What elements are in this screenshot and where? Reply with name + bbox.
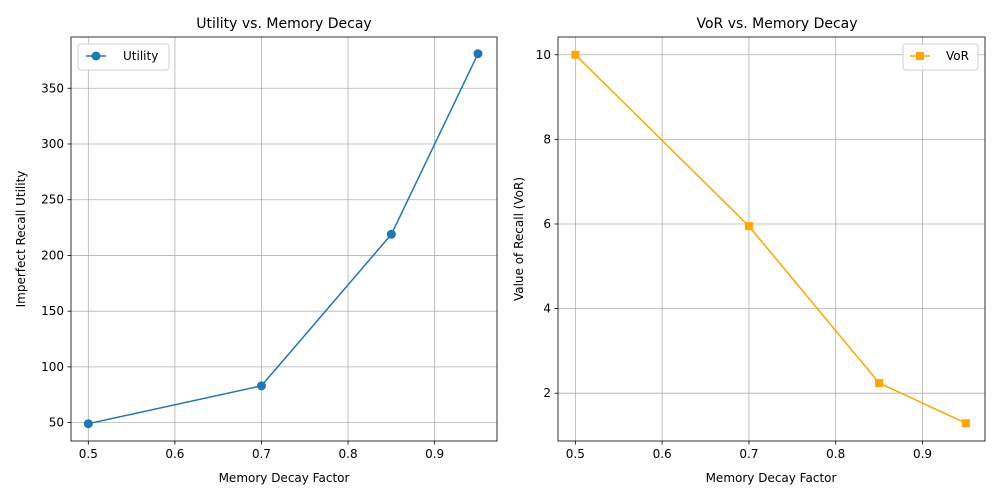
chart-vor-point <box>744 222 753 231</box>
chart-utility-ticks: 0.5 0.6 0.7 0.8 0.9 50 100 150 200 250 300 350 <box>41 81 444 461</box>
chart-vor-ticks: 0.5 0.6 0.7 0.8 0.9 2 4 6 8 10 <box>536 48 932 461</box>
chart-vor-ytick-label: 4 <box>543 302 551 316</box>
chart-utility-xtick-label: 0.9 <box>425 447 444 461</box>
chart-vor-ylabel: Value of Recall (VoR) <box>512 177 526 301</box>
chart-utility-xtick-label: 0.7 <box>252 447 271 461</box>
chart-vor-legend-marker <box>916 52 924 60</box>
chart-vor-series-line <box>574 54 967 424</box>
chart-utility-ytick-label: 100 <box>41 360 64 374</box>
chart-utility-ytick-label: 50 <box>49 416 64 430</box>
chart-utility-point <box>386 229 396 239</box>
chart-utility-legend-label: Utility <box>123 49 158 63</box>
chart-vor-title: VoR vs. Memory Decay <box>696 16 857 32</box>
chart-utility-xtick-label: 0.6 <box>165 447 184 461</box>
chart-vor-xlabel: Memory Decay Factor <box>706 471 837 485</box>
chart-vor-frame <box>557 36 986 442</box>
chart-utility-ytick-label: 350 <box>41 81 64 95</box>
chart-vor-ytick-label: 6 <box>543 217 551 231</box>
chart-vor-xtick-label: 0.7 <box>739 447 758 461</box>
chart-utility-xtick-label: 0.5 <box>79 447 98 461</box>
chart-utility-series-line <box>88 53 479 425</box>
chart-vor-ytick-label: 8 <box>543 132 551 146</box>
chart-vor-ytick-label: 2 <box>543 386 551 400</box>
chart-vor-xtick-label: 0.5 <box>566 447 585 461</box>
chart-vor-point <box>961 419 970 428</box>
chart-utility-frame <box>70 36 498 442</box>
chart-vor-xtick-label: 0.9 <box>913 447 932 461</box>
chart-vor-xtick-label: 0.8 <box>826 447 845 461</box>
chart-vor-plot <box>571 50 970 428</box>
chart-utility-grid <box>71 37 497 441</box>
chart-vor-point <box>571 50 580 59</box>
chart-utility-ytick-label: 150 <box>41 304 64 318</box>
chart-utility-ytick-label: 200 <box>41 248 64 262</box>
chart-utility-legend-box <box>77 43 170 71</box>
chart-utility-point <box>83 419 93 429</box>
chart-utility: Utility vs. Memory Decay 0.5 0.6 0.7 0.8 0.9… <box>14 16 498 485</box>
chart-vor-xtick-label: 0.6 <box>653 447 672 461</box>
chart-vor-ytick-label: 10 <box>536 48 551 62</box>
chart-utility-title: Utility vs. Memory Decay <box>196 16 371 32</box>
chart-utility-xtick-label: 0.8 <box>339 447 358 461</box>
chart-utility-point <box>256 381 266 391</box>
chart-vor-legend-label: VoR <box>946 49 969 63</box>
chart-utility-ylabel: Imperfect Recall Utility <box>14 171 28 308</box>
chart-utility-ytick-label: 300 <box>41 137 64 151</box>
chart-utility-plot <box>83 49 483 429</box>
chart-utility-ytick-label: 250 <box>41 193 64 207</box>
chart-vor-legend: VoR <box>902 43 979 71</box>
chart-utility-point <box>473 49 483 59</box>
chart-utility-xlabel: Memory Decay Factor <box>219 471 350 485</box>
chart-vor-legend-box <box>902 43 979 71</box>
chart-utility-legend: Utility <box>77 43 170 71</box>
chart-vor: VoR vs. Memory Decay 0.5 0.6 0.7 0.8 0.9 2 4 6 8… <box>512 16 986 485</box>
chart-vor-point <box>875 379 884 388</box>
chart-utility-legend-marker <box>91 51 101 61</box>
